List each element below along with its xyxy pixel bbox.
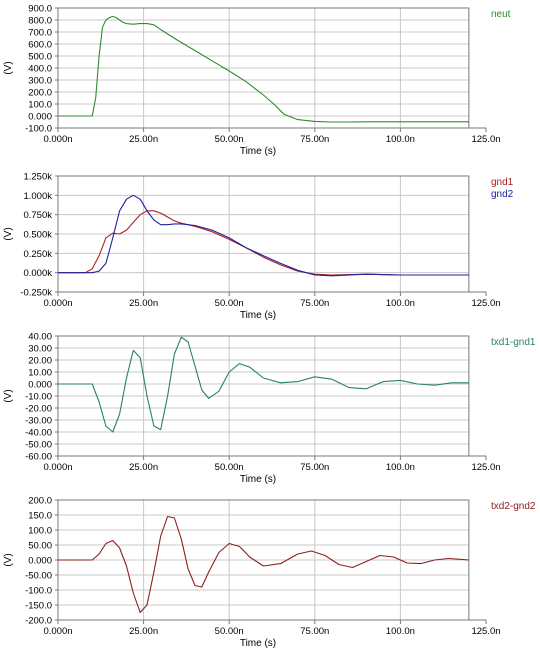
y-tick-label: -100.0 <box>25 124 52 135</box>
y-tick-label: 0.000k <box>23 268 52 279</box>
y-tick-label: 300.0 <box>28 76 52 87</box>
x-tick-label: 25.00n <box>129 462 158 473</box>
y-tick-label: 0.000 <box>28 380 52 391</box>
y-tick-label: 600.0 <box>28 40 52 51</box>
x-tick-label: 125.0n <box>471 462 500 473</box>
x-tick-label: 50.00n <box>215 462 244 473</box>
x-tick-label: 75.00n <box>300 298 329 309</box>
x-tick-label: 50.00n <box>215 298 244 309</box>
legend-entry-txd1-gnd1: txd1-gnd1 <box>491 337 536 348</box>
y-axis-label: (V) <box>3 553 14 566</box>
legend-entry-gnd1: gnd1 <box>491 177 514 188</box>
x-tick-label: 25.00n <box>129 298 158 309</box>
y-tick-label: 10.00 <box>28 368 52 379</box>
y-tick-label: -10.00 <box>25 392 52 403</box>
y-tick-label: -40.00 <box>25 428 52 439</box>
x-tick-label: 75.00n <box>300 626 329 637</box>
y-tick-label: 1.250k <box>23 172 52 183</box>
y-tick-label: -0.250k <box>20 288 52 299</box>
y-tick-label: 30.00 <box>28 344 52 355</box>
y-tick-label: -100.0 <box>25 586 52 597</box>
y-tick-label: -30.00 <box>25 416 52 427</box>
y-tick-label: 200.0 <box>28 496 52 507</box>
plot-panel-4: 0.000n 25.00n 50.00n 75.00n 100.0n 125.0n 200.… <box>3 496 536 650</box>
x-tick-label: 100.0n <box>386 626 415 637</box>
y-axis-label: (V) <box>3 227 14 240</box>
plot-panel-2: 0.000n 25.00n 50.00n 75.00n 100.0n 125.0n 1.25… <box>3 172 514 322</box>
y-tick-label: 40.00 <box>28 332 52 343</box>
legend-entry-txd2-gnd2: txd2-gnd2 <box>491 501 536 512</box>
y-tick-label: 800.0 <box>28 16 52 27</box>
y-axis-label: (V) <box>3 61 14 74</box>
y-tick-label: -60.00 <box>25 452 52 463</box>
y-tick-label: 150.0 <box>28 511 52 522</box>
y-tick-label: 0.000 <box>28 112 52 123</box>
legend-entry-neut: neut <box>491 9 511 20</box>
x-tick-label: 100.0n <box>386 462 415 473</box>
y-tick-label: -150.0 <box>25 601 52 612</box>
x-tick-label: 125.0n <box>471 134 500 145</box>
x-tick-label: 50.00n <box>215 626 244 637</box>
y-tick-label: 0.500k <box>23 230 52 241</box>
y-tick-label: 1.000k <box>23 191 52 202</box>
y-tick-label: 0.250k <box>23 249 52 260</box>
x-axis-label: Time (s) <box>240 146 276 157</box>
y-tick-label: 100.0 <box>28 526 52 537</box>
x-axis-label: Time (s) <box>240 474 276 485</box>
x-tick-label: 125.0n <box>471 626 500 637</box>
plot-panel-1: 0.000n 25.00n 50.00n 75.00n 100.0n 125.0n 900.… <box>3 4 511 158</box>
x-tick-label: 0.000n <box>43 134 72 145</box>
y-tick-label: 50.00 <box>28 541 52 552</box>
series-line-txd1-gnd1 <box>58 336 469 433</box>
x-tick-label: 50.00n <box>215 134 244 145</box>
y-tick-label: 200.0 <box>28 88 52 99</box>
y-tick-label: -20.00 <box>25 404 52 415</box>
legend-entry-gnd2: gnd2 <box>491 189 514 200</box>
x-axis-label: Time (s) <box>240 638 276 649</box>
x-tick-label: 125.0n <box>471 298 500 309</box>
y-tick-label: 0.750k <box>23 210 52 221</box>
x-tick-label: 75.00n <box>300 462 329 473</box>
y-tick-label: 100.0 <box>28 100 52 111</box>
x-tick-label: 0.000n <box>43 298 72 309</box>
series-line-neut <box>58 15 469 123</box>
y-tick-label: 0.000 <box>28 556 52 567</box>
y-axis-label: (V) <box>3 389 14 402</box>
x-tick-label: 25.00n <box>129 134 158 145</box>
y-tick-label: -50.00 <box>25 571 52 582</box>
y-tick-label: 20.00 <box>28 356 52 367</box>
x-tick-label: 0.000n <box>43 626 72 637</box>
x-axis-label: Time (s) <box>240 310 276 321</box>
series-line-txd2-gnd2 <box>58 515 469 614</box>
series-line-gnd2 <box>58 194 469 277</box>
x-tick-label: 75.00n <box>300 134 329 145</box>
series-line-gnd1 <box>58 210 469 276</box>
y-tick-label: 500.0 <box>28 52 52 63</box>
x-tick-label: 25.00n <box>129 626 158 637</box>
y-tick-label: 400.0 <box>28 64 52 75</box>
x-tick-label: 0.000n <box>43 462 72 473</box>
y-tick-label: -50.00 <box>25 440 52 451</box>
y-tick-label: -200.0 <box>25 616 52 627</box>
x-tick-label: 100.0n <box>386 134 415 145</box>
y-tick-label: 700.0 <box>28 28 52 39</box>
plot-panel-3: 0.000n 25.00n 50.00n 75.00n 100.0n 125.0n 40.0… <box>3 332 536 486</box>
y-tick-label: 900.0 <box>28 4 52 15</box>
x-tick-label: 100.0n <box>386 298 415 309</box>
